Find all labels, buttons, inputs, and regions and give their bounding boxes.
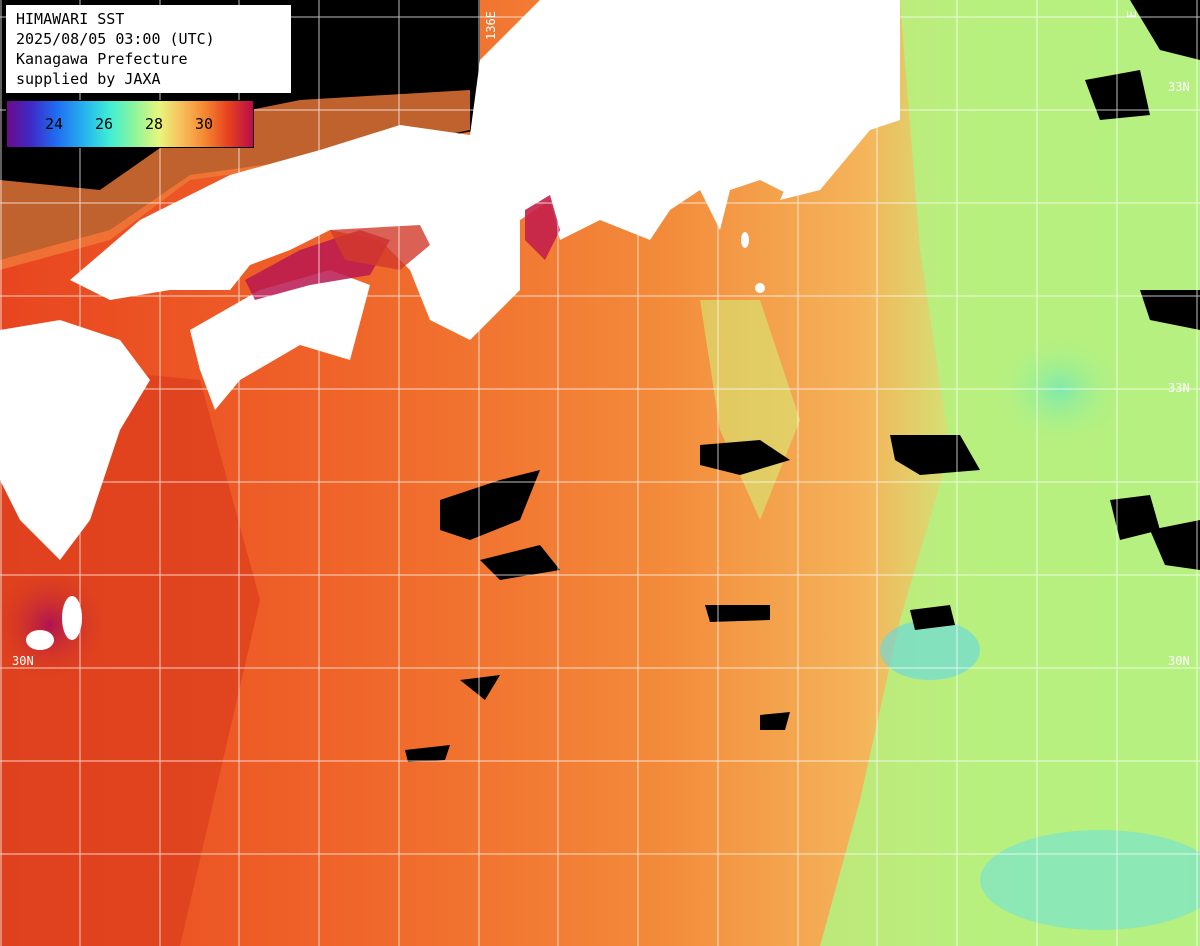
yakushima-island (26, 630, 54, 650)
observation-datetime: 2025/08/05 03:00 (UTC) (16, 30, 215, 48)
cloud-patch (700, 440, 790, 475)
lon-label-partial-right: Ε (1125, 10, 1139, 18)
legend-tick-30: 30 (195, 115, 214, 133)
cloud-patch (910, 605, 955, 630)
cool-water-band (700, 300, 800, 520)
info-box: HIMAWARI SST 2025/08/05 03:00 (UTC) Kana… (6, 5, 291, 93)
cloud-patch (480, 545, 560, 580)
cloud-patch (1140, 290, 1200, 330)
cloud-patch (405, 745, 450, 762)
very-hot-spot (0, 570, 105, 680)
sea-of-japan (0, 90, 470, 270)
region-name: Kanagawa Prefecture (16, 50, 188, 68)
legend-tick-24: 24 (45, 115, 64, 133)
cold-eddy (990, 330, 1130, 450)
lat-label-33n: 33N (1168, 381, 1190, 395)
data-supplier: supplied by JAXA (16, 70, 161, 88)
legend-tick-26: 26 (95, 115, 114, 133)
cloud-patch (1150, 520, 1200, 570)
cold-spot-east (880, 620, 980, 680)
kanto-landmass (780, 0, 900, 200)
cool-water-region (820, 0, 1200, 946)
map-title: HIMAWARI SST (16, 10, 125, 28)
lon-label-136e: 136E (484, 11, 498, 40)
kyushu-landmass (0, 320, 150, 560)
temperature-color-legend: 24 26 28 30 (6, 100, 254, 148)
ise-bay-hot (330, 225, 430, 270)
cloud-patch (1130, 0, 1200, 60)
cloud-patch (440, 470, 540, 540)
cloud-patch (1110, 495, 1160, 540)
osaka-bay-hot (525, 195, 560, 260)
lat-label-30n: 30N (12, 654, 34, 668)
honshu-landmass (70, 0, 870, 340)
tanegashima-island (62, 596, 82, 640)
cold-spot-south (980, 830, 1200, 930)
lat-label-30n-right: 30N (1168, 654, 1190, 668)
izu-island-1 (755, 283, 765, 293)
cloud-patch (705, 605, 770, 622)
cloud-patch (760, 712, 790, 730)
shikoku-landmass (190, 270, 370, 410)
izu-island-2 (741, 232, 749, 248)
cloud-patch (460, 675, 500, 700)
legend-tick-28: 28 (145, 115, 164, 133)
lat-label-partial-top: 33N (1168, 80, 1190, 94)
